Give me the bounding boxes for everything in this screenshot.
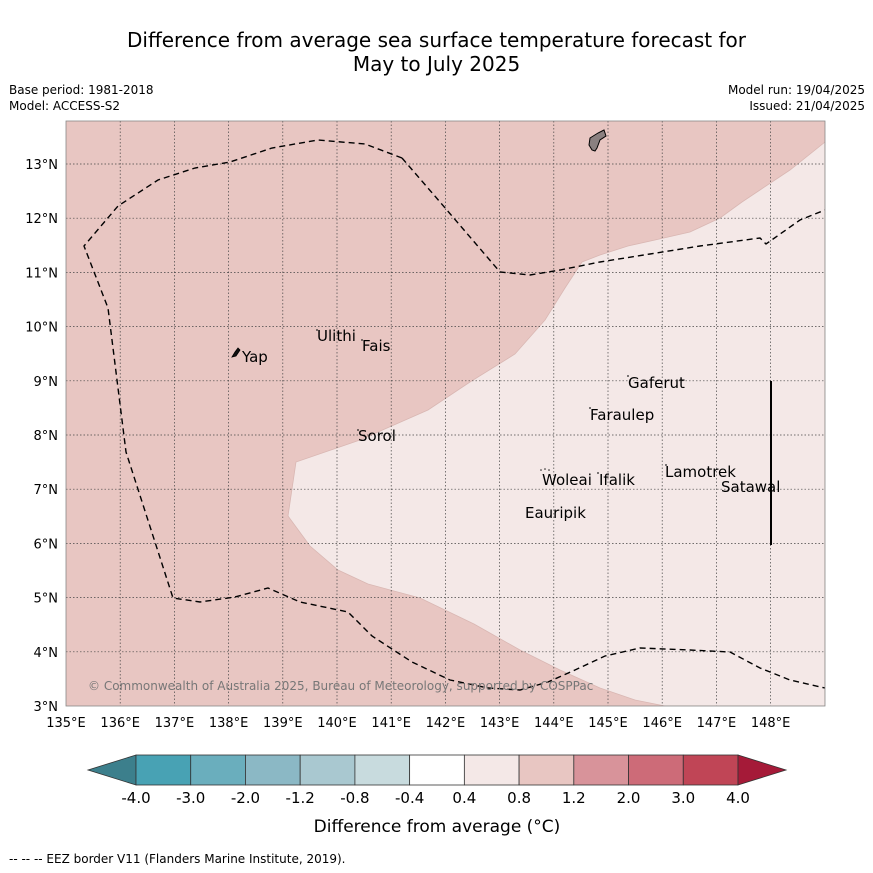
lon-tick-label: 142°E (426, 716, 466, 731)
place-fais: Fais (362, 337, 391, 355)
lon-tick-label: 137°E (155, 716, 195, 731)
lat-tick-label: 3°N (34, 700, 59, 715)
colorbar-tick-label: -2.0 (231, 789, 260, 807)
map-frame (65, 120, 826, 707)
lon-tick-label: 139°E (263, 716, 303, 731)
lat-tick-label: 8°N (34, 429, 59, 444)
place-faraulep: Faraulep (590, 406, 654, 424)
colorbar-tick-label: 2.0 (617, 789, 641, 807)
meta-right: Model run: 19/04/2025 Issued: 21/04/2025 (728, 82, 865, 114)
anomaly-region-0.4-0.8 (287, 141, 825, 706)
colorbar-tick-label: -4.0 (121, 789, 150, 807)
lon-tick-label: 143°E (480, 716, 520, 731)
colorbar-bin (409, 754, 465, 786)
lon-tick-label: 140°E (317, 716, 357, 731)
lat-tick-label: 6°N (34, 537, 59, 552)
model-run-text: Model run: 19/04/2025 (727, 83, 865, 97)
place-eauripik: Eauripik (525, 504, 586, 522)
latitude-tick-labels: 3°N 4°N 5°N 6°N 7°N 8°N 9°N 10°N 11°N 12°N 13°N (25, 158, 58, 715)
lon-tick-label: 145°E (588, 716, 628, 731)
place-gaferut: Gaferut (628, 374, 685, 392)
colorbar-title: Difference from average (°C) (314, 817, 561, 837)
lon-tick-label: 147°E (697, 716, 737, 731)
colorbar-bin (354, 754, 411, 786)
issued-text: Issued: 21/04/2025 (749, 99, 865, 113)
title-line-1: Difference from average sea surface temp… (126, 28, 746, 52)
colorbar-extend-low (86, 754, 137, 786)
lon-tick-label: 135°E (46, 716, 86, 731)
place-yap: Yap (241, 348, 268, 366)
colorbar-tick-label: 0.8 (507, 789, 531, 807)
model-text: Model: ACCESS-S2 (9, 99, 121, 113)
colorbar-bin (628, 754, 684, 786)
colorbar-tick-label: -1.2 (286, 789, 315, 807)
colorbar-bin (299, 754, 356, 786)
colorbar-extend-high (737, 754, 788, 786)
place-labels: Yap Ulithi Fais Gaferut Faraulep Sorol W… (241, 327, 780, 522)
colorbar-tick-labels: -4.0 -3.0 -2.0 -1.2 -0.8 -0.4 0.4 0.8 1.2 2.0 3.0 4… (121, 789, 750, 807)
place-satawal: Satawal (721, 478, 780, 496)
place-ifalik: Ifalik (599, 471, 635, 489)
lat-tick-label: 5°N (34, 592, 59, 607)
place-lamotrek: Lamotrek (665, 463, 736, 481)
colorbar-tick-label: 3.0 (671, 789, 695, 807)
eez-border-yap (83, 139, 825, 691)
place-sorol: Sorol (358, 427, 396, 445)
lat-tick-label: 11°N (25, 266, 58, 281)
eez-border-north (401, 157, 825, 276)
place-ulithi: Ulithi (317, 327, 356, 345)
longitude-tick-labels: 135°E 136°E 137°E 138°E 139°E 140°E 141°E 142°E… (46, 716, 790, 731)
yap-island (231, 347, 241, 358)
lat-tick-label: 9°N (34, 375, 59, 390)
lon-tick-label: 148°E (751, 716, 791, 731)
lat-tick-label: 4°N (34, 646, 59, 661)
lon-tick-label: 146°E (642, 716, 682, 731)
lat-tick-label: 7°N (34, 483, 59, 498)
colorbar-tick-label: 4.0 (726, 789, 750, 807)
chart-title: Difference from average sea surface temp… (0, 28, 873, 76)
colorbar (86, 754, 788, 786)
copyright-text: © Commonwealth of Australia 2025, Bureau… (88, 679, 593, 693)
colorbar-bin (682, 754, 739, 786)
colorbar-bin (190, 754, 246, 786)
colorbar-tick-label: -3.0 (176, 789, 205, 807)
lon-tick-label: 144°E (534, 716, 574, 731)
colorbar-tick-label: 1.2 (562, 789, 586, 807)
lon-tick-label: 141°E (371, 716, 411, 731)
lat-tick-label: 10°N (25, 321, 58, 336)
colorbar-tick-label: -0.4 (395, 789, 424, 807)
guam-island (588, 129, 607, 152)
lon-tick-label: 136°E (100, 716, 140, 731)
place-woleai: Woleai (542, 471, 592, 489)
lat-tick-label: 12°N (25, 212, 58, 227)
map-plot-area: Yap Ulithi Fais Gaferut Faraulep Sorol W… (66, 121, 825, 706)
title-line-2: May to July 2025 (352, 52, 521, 76)
base-period-text: Base period: 1981-2018 (9, 83, 154, 97)
meta-left: Base period: 1981-2018 Model: ACCESS-S2 (9, 82, 154, 114)
atoll-markers (316, 329, 667, 474)
colorbar-bin (463, 754, 520, 786)
colorbar-tick-label: 0.4 (452, 789, 476, 807)
eez-legend-footnote: -- -- -- EEZ border V11 (Flanders Marine… (9, 852, 346, 866)
gridlines (66, 121, 825, 706)
colorbar-bin (135, 754, 192, 786)
colorbar-tick-label: -0.8 (340, 789, 369, 807)
colorbar-bin (245, 754, 301, 786)
lon-tick-label: 138°E (209, 716, 249, 731)
lat-tick-label: 13°N (25, 158, 58, 173)
colorbar-bin (518, 754, 575, 786)
colorbar-bin (573, 754, 629, 786)
